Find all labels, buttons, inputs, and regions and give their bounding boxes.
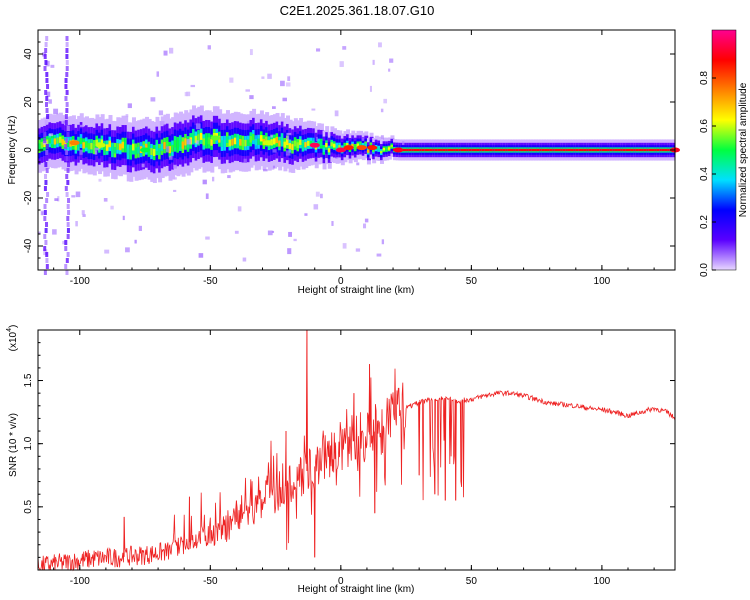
snr-y-axis-label: SNR (10 * v/v) (8, 413, 19, 477)
colorbar-tick-label: 0.6 (699, 119, 710, 133)
spectrogram-layer (38, 36, 680, 275)
snr-x-tick-label: -50 (203, 576, 218, 587)
colorbar-ticks: 0.0 0.2 0.4 0.6 0.8 (699, 29, 737, 277)
snr-multiplier-base: (x10 (8, 331, 19, 351)
spec-y-tick-label: 0 (23, 147, 34, 153)
peak-point (309, 142, 320, 148)
colorbar-tick-label: 0.4 (699, 167, 710, 181)
snr-series-line (37, 329, 676, 572)
colorbar-gradient (712, 30, 736, 270)
spectrogram-x-axis-label: Height of straight line (km) (298, 285, 415, 296)
snr-x-tick-label: 0 (338, 576, 344, 587)
spec-x-tick-label: -100 (70, 276, 90, 287)
spectrogram-panel: -100 -50 0 50 100 -40 -20 0 20 40 Height of stra… (7, 29, 680, 296)
spec-x-tick-label: 50 (466, 276, 478, 287)
snr-x-tick-label: -100 (70, 576, 90, 587)
colorbar-frame (711, 29, 737, 271)
peak-point (367, 145, 378, 151)
snr-multiplier: (x104) (6, 325, 19, 352)
snr-frame (37, 329, 676, 571)
peak-point (335, 147, 346, 153)
peak-point (393, 147, 404, 153)
spectrogram-x-ticks: -100 -50 0 50 100 (53, 30, 655, 287)
peak-point (262, 140, 273, 146)
snr-panel: -100 -50 0 50 100 0.5 1.0 1.5 Height of straig… (6, 325, 676, 595)
snr-y-ticks: 0.5 1.0 1.5 (23, 342, 675, 558)
colorbar-tick-label: 0.8 (699, 71, 710, 85)
spec-x-tick-label: -50 (203, 276, 218, 287)
spec-y-tick-label: -40 (23, 238, 34, 253)
spectrogram-y-ticks: -40 -20 0 20 40 (23, 41, 675, 259)
spec-y-tick-label: 40 (23, 48, 34, 60)
snr-x-tick-label: 100 (594, 576, 611, 587)
spec-y-tick-label: -20 (23, 190, 34, 205)
spectrogram-y-axis-label: Frequency (Hz) (7, 116, 18, 185)
peak-point (343, 145, 354, 151)
svg-text:(x104): (x104) (6, 325, 19, 352)
colorbar-tick-label: 0.0 (699, 263, 710, 277)
snr-layer (37, 329, 676, 572)
snr-y-tick-label: 1.0 (23, 436, 34, 450)
peak-point (69, 140, 80, 146)
peak-point (356, 145, 367, 151)
snr-x-axis-label: Height of straight line (km) (298, 584, 415, 595)
spec-x-tick-label: 0 (338, 276, 344, 287)
peak-point (210, 135, 221, 141)
colorbar-tick-label: 0.2 (699, 215, 710, 229)
snr-x-ticks: -100 -50 0 50 100 (53, 330, 655, 587)
snr-multiplier-exponent: 4 (6, 328, 13, 332)
snr-y-tick-label: 0.5 (23, 499, 34, 513)
snr-y-tick-label: 1.5 (23, 373, 34, 387)
colorbar-label: Normalized spectral amplitude (738, 82, 749, 217)
snr-plot-area (38, 330, 675, 570)
peak-point (95, 142, 106, 148)
snr-x-tick-label: 50 (466, 576, 478, 587)
colorbar: 0.0 0.2 0.4 0.6 0.8 Normalized spectral ampl… (699, 29, 749, 277)
spec-y-tick-label: 20 (23, 96, 34, 108)
chart-title: C2E1.2025.361.18.07.G10 (280, 3, 435, 18)
peak-point (140, 147, 151, 153)
spec-x-tick-label: 100 (594, 276, 611, 287)
